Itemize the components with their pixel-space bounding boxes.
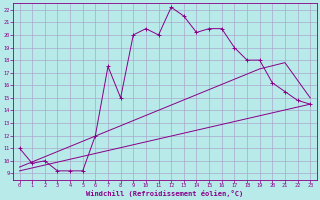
X-axis label: Windchill (Refroidissement éolien,°C): Windchill (Refroidissement éolien,°C) [86,190,244,197]
